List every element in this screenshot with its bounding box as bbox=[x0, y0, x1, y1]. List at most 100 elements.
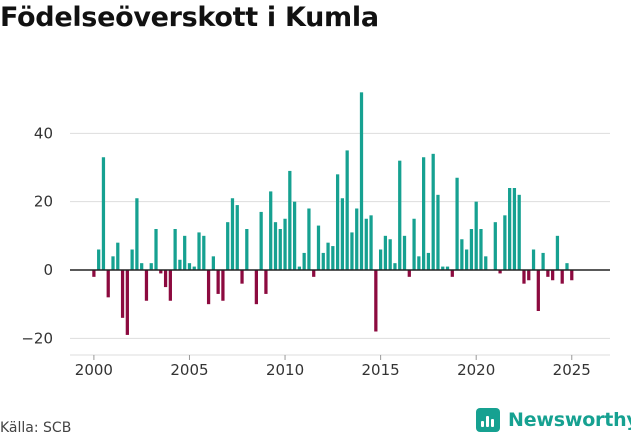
bar bbox=[335, 174, 340, 270]
bar bbox=[407, 270, 411, 277]
bar bbox=[97, 249, 101, 270]
bar bbox=[168, 270, 172, 301]
bar bbox=[240, 270, 244, 284]
bar bbox=[197, 232, 201, 270]
bar bbox=[264, 270, 268, 294]
bar bbox=[383, 235, 388, 270]
bar bbox=[512, 188, 517, 270]
x-tick-label: 2020 bbox=[457, 361, 495, 379]
source-label: Källa: SCB bbox=[0, 420, 72, 436]
bar bbox=[479, 229, 483, 270]
bar bbox=[202, 235, 206, 270]
x-tick-label: 2000 bbox=[75, 361, 113, 379]
bar bbox=[226, 222, 230, 270]
bar bbox=[92, 270, 96, 277]
bar bbox=[111, 256, 115, 270]
bar bbox=[259, 211, 263, 270]
x-tick-label: 2005 bbox=[170, 361, 208, 379]
bar bbox=[101, 157, 106, 270]
bar bbox=[154, 229, 158, 270]
bar bbox=[474, 201, 478, 270]
bar bbox=[398, 160, 402, 270]
bar bbox=[302, 252, 306, 270]
bar bbox=[527, 270, 531, 281]
bar bbox=[221, 270, 225, 301]
y-tick-label: 0 bbox=[43, 261, 53, 279]
bar bbox=[560, 270, 564, 284]
bar bbox=[436, 194, 440, 270]
bar bbox=[570, 270, 574, 281]
bar bbox=[503, 215, 507, 270]
bar bbox=[159, 270, 163, 274]
x-tick-label: 2015 bbox=[362, 361, 400, 379]
bar bbox=[307, 208, 311, 270]
bar bbox=[531, 249, 536, 270]
bar bbox=[517, 194, 521, 270]
bar bbox=[321, 252, 325, 270]
y-tick-label: −20 bbox=[21, 329, 53, 347]
bar bbox=[546, 270, 550, 277]
bar-chart-icon bbox=[476, 408, 500, 432]
brand-logo[interactable]: Newsworthy bbox=[476, 408, 631, 432]
bar bbox=[412, 218, 416, 270]
bar bbox=[431, 153, 435, 270]
bar bbox=[144, 270, 149, 301]
bar bbox=[106, 270, 110, 298]
bar bbox=[359, 92, 364, 270]
bar bbox=[292, 201, 297, 270]
bar bbox=[283, 218, 287, 270]
bar bbox=[254, 270, 258, 305]
bar bbox=[426, 252, 431, 270]
bar bbox=[541, 252, 545, 270]
bar bbox=[273, 222, 278, 270]
bar bbox=[402, 235, 407, 270]
bar bbox=[378, 249, 383, 270]
brand-name: Newsworthy bbox=[508, 409, 631, 431]
bar bbox=[498, 270, 502, 274]
chart-title: Födelseöverskott i Kumla bbox=[0, 2, 379, 33]
bar bbox=[230, 198, 235, 270]
bar bbox=[493, 222, 497, 270]
bar bbox=[551, 270, 555, 281]
bar bbox=[312, 270, 316, 277]
bar bbox=[445, 266, 450, 270]
bar bbox=[355, 208, 359, 270]
bar bbox=[269, 191, 273, 270]
bar bbox=[388, 239, 392, 270]
bar bbox=[216, 270, 220, 294]
bar bbox=[369, 215, 373, 270]
bar bbox=[178, 259, 182, 270]
bar bbox=[135, 198, 139, 270]
bar bbox=[441, 266, 445, 270]
bar bbox=[245, 229, 249, 270]
bar bbox=[364, 218, 368, 270]
bar bbox=[340, 198, 345, 270]
y-tick-label: 20 bbox=[34, 193, 53, 211]
bar bbox=[316, 225, 321, 270]
bar bbox=[297, 266, 302, 270]
bar bbox=[417, 256, 421, 270]
bar bbox=[522, 270, 526, 284]
bar bbox=[288, 170, 292, 270]
bar bbox=[173, 229, 177, 270]
bar bbox=[536, 270, 540, 311]
bar bbox=[484, 256, 488, 270]
bar bbox=[345, 150, 349, 270]
bar bbox=[508, 188, 512, 270]
x-tick-label: 2010 bbox=[266, 361, 304, 379]
bar bbox=[331, 246, 335, 270]
bar bbox=[465, 249, 469, 270]
bar bbox=[555, 235, 560, 270]
bar bbox=[183, 235, 187, 270]
bar bbox=[469, 229, 474, 270]
bar bbox=[120, 270, 125, 318]
bar bbox=[326, 242, 330, 270]
bar bbox=[149, 263, 153, 270]
bar bbox=[565, 263, 569, 270]
x-tick-label: 2025 bbox=[553, 361, 591, 379]
bar bbox=[192, 266, 196, 270]
bar bbox=[187, 263, 192, 270]
bar bbox=[393, 263, 397, 270]
bar bbox=[125, 270, 129, 335]
